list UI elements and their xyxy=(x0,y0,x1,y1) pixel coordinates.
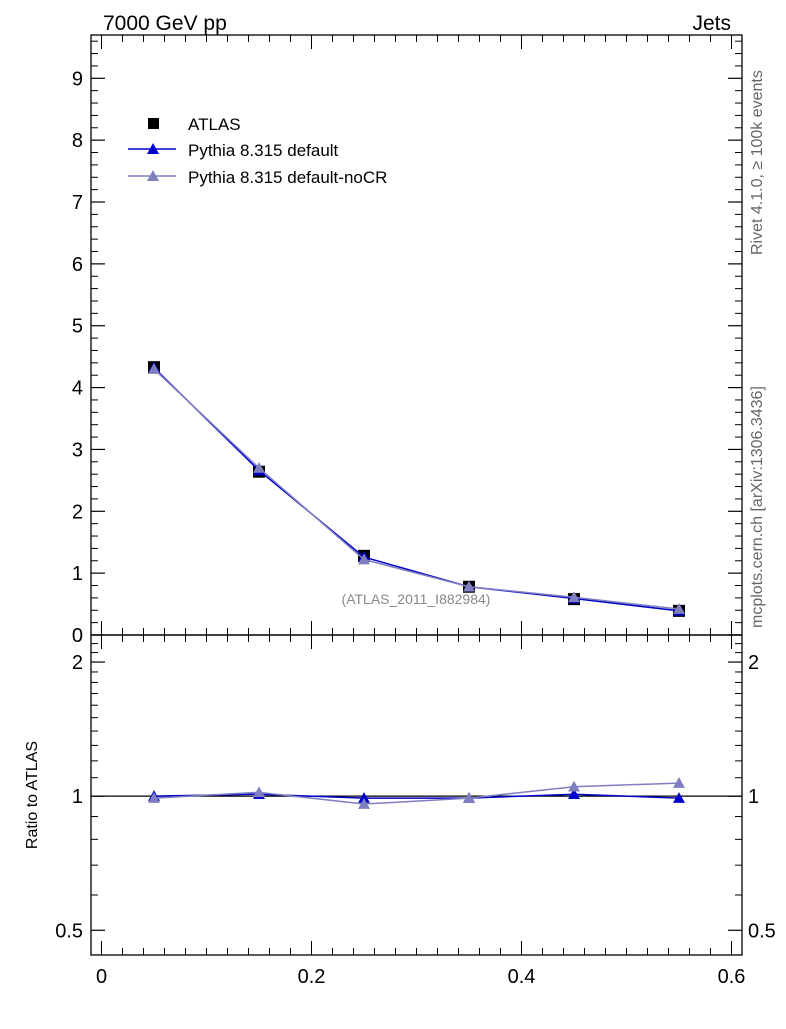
ratio-y-tick-label-right: 0.5 xyxy=(748,920,776,942)
main-y-tick-label: 3 xyxy=(72,439,83,461)
main-data-point-2 xyxy=(358,553,370,565)
ratio-series-line-1 xyxy=(153,782,680,805)
ratio-data-point-0 xyxy=(358,792,370,803)
ratio-y-tick-label-left: 0.5 xyxy=(55,920,83,942)
mcplots-label: mcplots.cern.ch [arXiv:1306.3436] xyxy=(749,386,766,628)
ratio-axis-ticks: 0 0.2 0.4 0.6 0.5 0.5 1 1 2 2 xyxy=(55,635,776,988)
ratio-series-group xyxy=(148,777,685,809)
analysis-label: (ATLAS_2011_I882984) xyxy=(342,591,491,607)
ratio-x-tick-label: 0.4 xyxy=(508,966,536,988)
header-left-title: 7000 GeV pp xyxy=(103,12,227,35)
ratio-x-tick-label: 0.2 xyxy=(298,966,326,988)
main-axis-ticks: 0 1 2 3 4 5 6 7 8 9 xyxy=(72,35,742,647)
ratio-data-point-1 xyxy=(253,786,265,798)
main-data-point-2 xyxy=(253,461,265,473)
main-data-point-2 xyxy=(463,580,475,592)
ratio-y-tick-label-left: 2 xyxy=(72,652,83,674)
main-y-tick-label: 2 xyxy=(72,501,83,523)
main-y-tick-label: 1 xyxy=(72,563,83,585)
ratio-data-point-1 xyxy=(568,780,580,792)
legend-marker-atlas xyxy=(148,118,159,129)
ratio-data-point-1 xyxy=(673,777,685,788)
ratio-data-point-0 xyxy=(673,792,685,803)
main-y-tick-label: 6 xyxy=(72,254,83,276)
legend: ATLAS Pythia 8.315 default Pythia 8.315 … xyxy=(128,115,387,187)
ratio-x-tick-label: 0.6 xyxy=(718,966,746,988)
rivet-version-label: Rivet 4.1.0, ≥ 100k events xyxy=(749,70,766,255)
ratio-x-tick-label: 0 xyxy=(96,966,107,988)
main-y-tick-label: 8 xyxy=(72,130,83,152)
ratio-y-tick-label-right: 1 xyxy=(748,786,759,808)
legend-label-atlas: ATLAS xyxy=(188,115,241,134)
main-y-tick-label: 0 xyxy=(72,625,83,647)
ratio-data-point-0 xyxy=(568,788,580,800)
ratio-data-point-1 xyxy=(358,798,370,809)
ratio-y-axis-label: Ratio to ATLAS xyxy=(24,741,41,849)
legend-marker-nocr xyxy=(147,170,159,181)
header-right-title: Jets xyxy=(692,12,731,35)
ratio-data-point-1 xyxy=(463,792,475,803)
main-data-point-2 xyxy=(148,363,160,374)
main-y-tick-label: 7 xyxy=(72,192,83,214)
main-y-tick-label: 4 xyxy=(72,378,83,400)
legend-label-nocr: Pythia 8.315 default-noCR xyxy=(188,168,387,187)
main-data-point-2 xyxy=(568,591,580,603)
legend-label-default: Pythia 8.315 default xyxy=(188,141,339,160)
main-y-tick-label: 9 xyxy=(72,68,83,90)
ratio-data-point-1 xyxy=(148,792,160,803)
ratio-y-tick-label-left: 1 xyxy=(72,786,83,808)
main-series-line-1 xyxy=(153,367,680,612)
main-data-point-2 xyxy=(673,603,685,614)
main-series-group xyxy=(148,361,685,617)
ratio-y-tick-label-right: 2 xyxy=(748,652,759,674)
main-y-tick-label: 5 xyxy=(72,316,83,338)
legend-marker-default xyxy=(147,143,159,154)
ratio-series-line-0 xyxy=(153,793,680,799)
main-series-line-2 xyxy=(153,368,680,610)
